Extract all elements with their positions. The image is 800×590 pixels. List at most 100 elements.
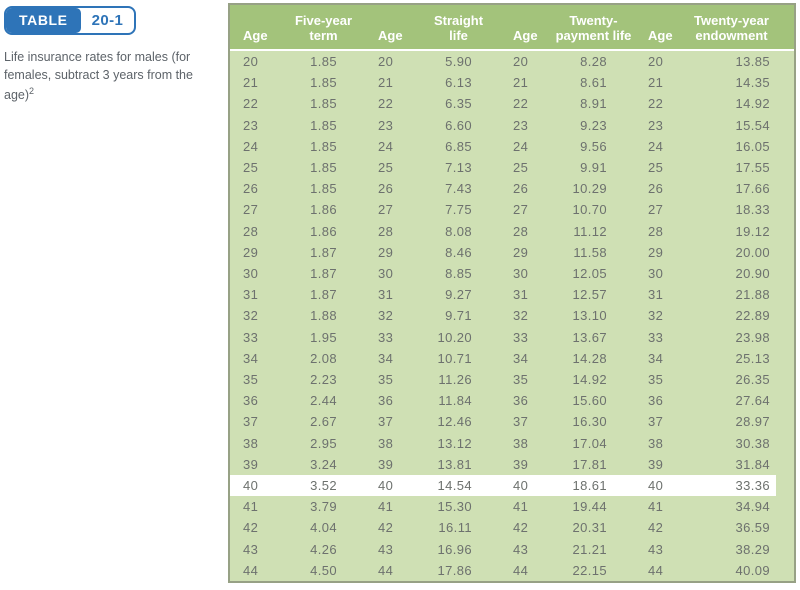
age-cell: 24 (635, 135, 687, 158)
age-cell: 28 (365, 220, 417, 242)
rate-cell: 11.84 (417, 390, 500, 412)
rate-cell: 8.91 (552, 93, 635, 115)
age-cell: 38 (500, 432, 552, 454)
age-cell: 39 (230, 453, 282, 476)
rate-cell: 2.67 (282, 411, 365, 433)
rate-cell: 7.75 (417, 199, 500, 221)
row-spacer (776, 496, 794, 518)
table-row: 41 3.79 41 15.30 41 19.44 41 34.94 (230, 496, 794, 518)
row-spacer (776, 93, 794, 115)
rate-cell: 8.28 (552, 50, 635, 73)
age-cell: 39 (635, 453, 687, 476)
rate-cell: 7.43 (417, 178, 500, 200)
rate-cell: 38.29 (687, 538, 776, 560)
age-cell: 39 (365, 453, 417, 476)
table-row: 24 1.85 24 6.85 24 9.56 24 16.05 (230, 135, 794, 158)
age-cell: 37 (635, 411, 687, 433)
rate-cell: 2.44 (282, 390, 365, 412)
age-cell: 40 (230, 475, 282, 497)
rate-cell: 13.12 (417, 432, 500, 454)
age-cell: 33 (365, 326, 417, 348)
age-cell: 29 (230, 241, 282, 264)
row-spacer (776, 538, 794, 560)
age-cell: 32 (500, 305, 552, 327)
table-row: 23 1.85 23 6.60 23 9.23 23 15.54 (230, 114, 794, 136)
age-cell: 25 (635, 157, 687, 179)
age-cell: 41 (500, 496, 552, 518)
age-cell: 30 (635, 263, 687, 285)
rate-cell: 14.35 (687, 72, 776, 94)
row-spacer (776, 157, 794, 179)
rate-cell: 8.61 (552, 72, 635, 94)
row-spacer (776, 135, 794, 158)
table-row: 32 1.88 32 9.71 32 13.10 32 22.89 (230, 305, 794, 327)
age-cell: 21 (230, 72, 282, 94)
age-cell: 32 (635, 305, 687, 327)
rate-cell: 8.46 (417, 241, 500, 264)
age-cell: 43 (500, 538, 552, 560)
age-cell: 21 (500, 72, 552, 94)
rate-cell: 6.85 (417, 135, 500, 158)
age-cell: 44 (500, 559, 552, 582)
age-cell: 44 (365, 559, 417, 582)
rate-cell: 2.95 (282, 432, 365, 454)
table-row: 37 2.67 37 12.46 37 16.30 37 28.97 (230, 411, 794, 433)
rate-cell: 18.33 (687, 199, 776, 221)
rate-cell: 19.44 (552, 496, 635, 518)
rate-cell: 20.31 (552, 517, 635, 539)
row-spacer (776, 305, 794, 327)
age-cell: 27 (635, 199, 687, 221)
table-row: 29 1.87 29 8.46 29 11.58 29 20.00 (230, 241, 794, 264)
age-cell: 29 (365, 241, 417, 264)
rate-cell: 9.71 (417, 305, 500, 327)
col-header-twenty-year-endowment: Twenty-year endowment (687, 5, 776, 51)
col-header-five-year-term: Five-year term (282, 5, 365, 51)
age-cell: 40 (635, 475, 687, 497)
row-spacer (776, 326, 794, 348)
age-cell: 35 (635, 369, 687, 391)
rate-cell: 4.04 (282, 517, 365, 539)
table-row: 43 4.26 43 16.96 43 21.21 43 38.29 (230, 538, 794, 560)
rate-cell: 1.85 (282, 178, 365, 200)
age-cell: 24 (230, 135, 282, 158)
age-cell: 43 (230, 538, 282, 560)
rate-cell: 17.66 (687, 178, 776, 200)
row-spacer (776, 199, 794, 221)
age-cell: 36 (365, 390, 417, 412)
rate-cell: 1.85 (282, 135, 365, 158)
age-cell: 27 (500, 199, 552, 221)
rate-cell: 1.85 (282, 157, 365, 179)
age-cell: 38 (635, 432, 687, 454)
age-cell: 44 (230, 559, 282, 582)
header-spacer (776, 5, 794, 51)
rate-cell: 6.60 (417, 114, 500, 136)
rate-cell: 1.87 (282, 263, 365, 285)
rate-cell: 1.87 (282, 241, 365, 264)
rate-cell: 13.10 (552, 305, 635, 327)
rate-cell: 12.05 (552, 263, 635, 285)
rate-cell: 5.90 (417, 50, 500, 73)
rate-cell: 1.87 (282, 284, 365, 306)
table-row: 44 4.50 44 17.86 44 22.15 44 40.09 (230, 559, 794, 582)
age-cell: 31 (635, 284, 687, 306)
age-cell: 34 (500, 347, 552, 370)
age-cell: 36 (635, 390, 687, 412)
row-spacer (776, 347, 794, 370)
age-cell: 42 (635, 517, 687, 539)
age-cell: 37 (365, 411, 417, 433)
age-cell: 22 (500, 93, 552, 115)
table-body: 20 1.85 20 5.90 20 8.28 20 13.85 21 1.85 21 6.13 21 8… (230, 50, 794, 582)
row-spacer (776, 390, 794, 412)
table-badge-number: 20-1 (91, 11, 124, 29)
age-cell: 21 (635, 72, 687, 94)
rate-cell: 14.92 (552, 369, 635, 391)
age-cell: 33 (635, 326, 687, 348)
table-row: 25 1.85 25 7.13 25 9.91 25 17.55 (230, 157, 794, 179)
age-cell: 35 (500, 369, 552, 391)
table-row: 35 2.23 35 11.26 35 14.92 35 26.35 (230, 369, 794, 391)
row-spacer (776, 475, 794, 497)
table-row: 22 1.85 22 6.35 22 8.91 22 14.92 (230, 93, 794, 115)
row-spacer (776, 72, 794, 94)
caption-text: Life insurance rates for males (for fema… (4, 50, 193, 102)
age-cell: 33 (500, 326, 552, 348)
